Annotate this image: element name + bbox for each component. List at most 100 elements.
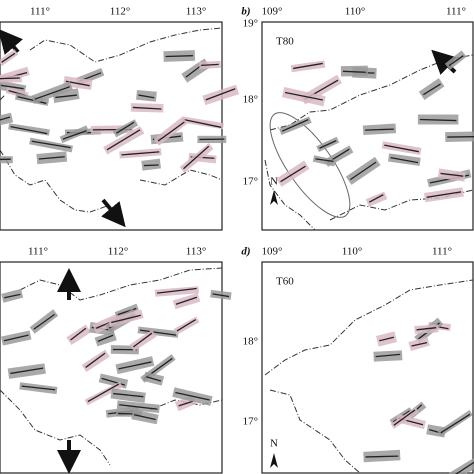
fault-trace [281, 119, 309, 132]
latitude-label: 17° [243, 176, 258, 188]
north-label: N [270, 176, 278, 188]
fault-trace [132, 332, 153, 348]
fault-trace [62, 130, 87, 140]
fault-trace [201, 63, 219, 67]
fault-trace [143, 164, 159, 167]
fault-trace [379, 336, 394, 342]
fault-trace [115, 121, 135, 134]
fault-trace [178, 400, 194, 407]
stress-arrow [101, 198, 126, 228]
fault-trace [10, 126, 48, 135]
fault-trace [31, 140, 71, 149]
fault-trace [55, 94, 78, 99]
fault-trace [448, 55, 464, 67]
fault-trace [440, 172, 464, 177]
stress-arrow [0, 28, 23, 55]
fault-trace [0, 116, 11, 124]
fault-trace [119, 404, 158, 410]
fault-trace [176, 319, 197, 332]
longitude-label: 109° [262, 6, 283, 18]
fault-trace [87, 383, 120, 403]
fault-trace [0, 84, 24, 90]
fault-trace [450, 460, 474, 474]
fault-zone [340, 65, 368, 77]
fault-trace [156, 287, 197, 294]
fault-trace [183, 119, 222, 128]
latitude-label: 19° [243, 18, 258, 30]
fault-trace [85, 352, 106, 368]
north-arrow [270, 453, 278, 468]
fault-trace [349, 161, 377, 181]
fault-trace [70, 327, 87, 341]
fault-trace [146, 376, 162, 382]
longitude-label: 112° [108, 246, 129, 258]
longitude-label: 111° [446, 6, 466, 18]
latitude-label: 18° [243, 336, 258, 348]
fault-trace [212, 293, 230, 298]
longitude-label: 109° [262, 246, 283, 258]
longitude-label: 113° [186, 6, 207, 18]
panel-title: T60 [276, 276, 294, 288]
longitude-label: 110° [342, 246, 363, 258]
fault-trace [0, 77, 20, 80]
fault-trace [411, 341, 428, 347]
longitude-label: 110° [345, 6, 366, 18]
fault-trace [365, 455, 399, 458]
latitude-label: 17° [243, 416, 258, 428]
fault-trace [375, 353, 401, 358]
fault-trace [390, 157, 419, 164]
coastline [0, 27, 223, 213]
fault-trace [4, 293, 21, 299]
fault-trace [384, 144, 419, 153]
fault-trace [157, 121, 185, 142]
longitude-label: 111° [30, 6, 50, 18]
fault-zone [66, 324, 91, 345]
fault-trace [422, 83, 441, 96]
fault-trace [447, 135, 474, 138]
fault-zone [365, 191, 388, 207]
fault-zone [312, 155, 336, 167]
fault-trace [293, 62, 323, 70]
fault-trace [319, 140, 337, 149]
fault-zone [202, 84, 240, 106]
fault-trace [315, 158, 334, 163]
fault-trace [139, 329, 177, 336]
panel-label: b) [241, 6, 250, 18]
fault-trace [175, 296, 198, 305]
fault-trace [132, 106, 162, 110]
fault-trace [21, 385, 56, 391]
longitude-label: 111° [28, 246, 48, 258]
fault-trace [10, 367, 44, 375]
fault-trace [426, 191, 462, 198]
panel-frame [261, 21, 474, 231]
fault-trace [106, 129, 141, 151]
coastline [264, 279, 474, 474]
fault-trace [165, 55, 193, 58]
fault-trace [280, 165, 306, 183]
fault-zone [8, 123, 50, 136]
fault-zone [181, 116, 224, 130]
fault-trace [34, 86, 70, 100]
fault-trace [175, 391, 210, 401]
panel-frame [261, 261, 474, 474]
fault-trace [205, 88, 236, 101]
longitude-label: 113° [186, 246, 207, 258]
fault-trace [121, 151, 160, 156]
fault-trace [284, 91, 323, 101]
fault-trace [342, 70, 366, 73]
panel-label: d) [241, 246, 250, 258]
fault-trace [393, 409, 416, 426]
fault-trace [1, 52, 16, 63]
fault-trace [38, 156, 65, 160]
north-arrow [270, 190, 278, 205]
fault-trace [138, 94, 155, 99]
fault-zone [59, 125, 90, 144]
fault-trace [3, 334, 29, 342]
panel-title: T80 [276, 36, 294, 48]
fault-trace [416, 327, 437, 331]
fault-trace [97, 334, 114, 342]
fault-trace [365, 128, 394, 131]
fault-trace [33, 313, 56, 330]
fault-trace [0, 158, 11, 161]
